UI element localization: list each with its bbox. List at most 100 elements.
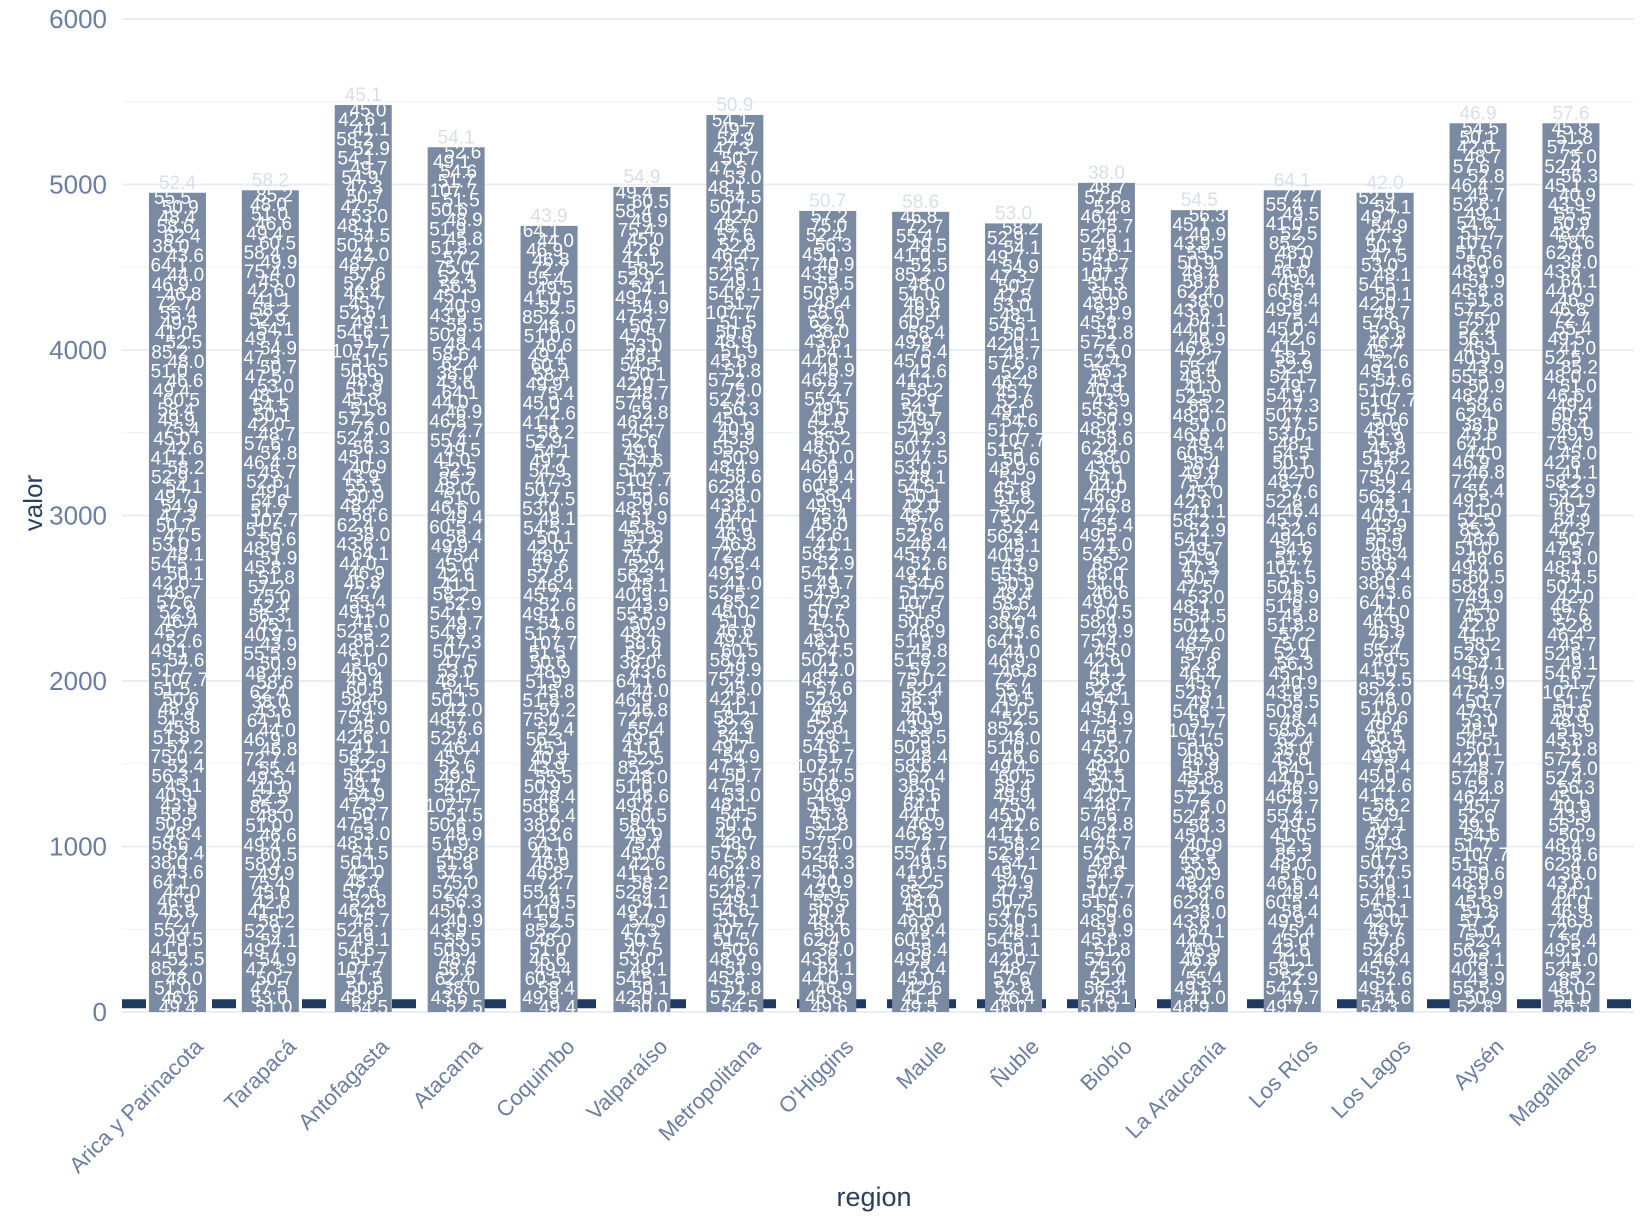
bar-segment-label: 52.5 [627, 748, 664, 769]
bar-segment-label: 58.2 [632, 873, 669, 894]
bar[interactable] [1449, 123, 1507, 1012]
bar-segment-label: 40.9 [1451, 960, 1488, 981]
bar-segment-label: 64.1 [987, 632, 1024, 653]
bar-segment-label: 58.4 [908, 323, 945, 344]
bar-segment-label: 57.2 [805, 824, 842, 845]
bar[interactable] [148, 192, 206, 1012]
bar-segment-label: 41.1 [987, 825, 1024, 846]
bar-segment-label: 51.0 [255, 998, 292, 1019]
bar-segment-label: 51.5 [1555, 692, 1592, 713]
bar-segment-label: 50.9 [1553, 214, 1590, 235]
bar-segment-label: 52.8 [1001, 363, 1038, 384]
bar-segment-label: 54.5 [724, 188, 761, 209]
bar[interactable] [1542, 123, 1600, 1012]
bar[interactable] [427, 147, 485, 1012]
bar-segment-label: 53.0 [1461, 711, 1498, 732]
bar-segment-label: 47.5 [1081, 737, 1118, 758]
bar-segment-label: 60.5 [260, 845, 297, 866]
bar-segment-label: 49.1 [433, 152, 470, 173]
bar-segment-label: 51.5 [1360, 400, 1397, 421]
bar-segment-label: 43.9 [1002, 555, 1039, 576]
bar-segment-label: 48.1 [1461, 721, 1498, 742]
bar[interactable] [985, 223, 1043, 1012]
bar-segment-label: 58.2 [167, 458, 204, 479]
bar-segment-label: 62.4 [1081, 439, 1118, 460]
bar-segment-label: 50.7 [808, 602, 845, 623]
bar-segment-label: 75.0 [254, 587, 291, 608]
bar-segment-label: 64.1 [816, 341, 853, 362]
bar-segment-label: 50.6 [1096, 901, 1133, 922]
bar-segment-label: 46.6 [716, 622, 753, 643]
bar-segment-label: 54.1 [1093, 689, 1130, 710]
bar-segment-label: 49.7 [905, 410, 942, 431]
bar[interactable] [892, 211, 950, 1012]
bar-segment-label: 57.2 [710, 988, 747, 1009]
bar[interactable] [799, 210, 857, 1013]
bar-segment-label: 64.1 [1456, 434, 1493, 455]
bar-outside-label: 46.9 [1460, 103, 1497, 124]
bar-segment-label: 107.7 [998, 430, 1046, 451]
bar-segment-label: 75.4 [1374, 757, 1411, 778]
bar-segment-label: 75.0 [523, 710, 560, 731]
bar-segment-label: 45.8 [993, 478, 1030, 499]
bar-segment-label: 52.6 [1375, 969, 1412, 990]
bar-segment-label: 50.7 [524, 480, 561, 501]
bar-segment-label: 45.8 [1451, 281, 1488, 302]
bar-segment-label: 53.0 [353, 824, 390, 845]
bar-segment-label: 52.6 [1080, 226, 1117, 247]
bar[interactable] [1170, 210, 1228, 1013]
bar-segment-label: 53.0 [894, 458, 931, 479]
bar[interactable] [1263, 190, 1321, 1013]
bar-segment-label: 46.8 [1368, 622, 1405, 643]
bar-segment-label: 41.0 [1270, 826, 1307, 847]
bar-segment-label: 48.1 [1000, 305, 1037, 326]
bar-segment-label: 60.5 [632, 192, 669, 213]
bar-segment-label: 52.9 [249, 310, 286, 331]
bar-segment-label: 45.8 [708, 969, 745, 990]
bar-segment-label: 48.1 [624, 345, 661, 366]
bar-segment-label: 51.7 [1086, 872, 1123, 893]
bar-segment-label: 54.9 [723, 747, 760, 768]
x-tick-label: Antofagasta [293, 1033, 394, 1134]
bar-segment-label: 58.6 [1268, 721, 1305, 742]
bar-segment-label: 52.9 [1559, 482, 1596, 503]
bar[interactable] [520, 225, 578, 1012]
bar[interactable] [334, 105, 392, 1012]
bar-segment-label: 52.4 [167, 757, 204, 778]
bar-segment-label: 41.1 [902, 988, 939, 1009]
bar-segment-label: 45.1 [631, 576, 668, 597]
bar-segment-label: 52.5 [1275, 835, 1312, 856]
bar-segment-label: 45.1 [1545, 176, 1582, 197]
bar-segment-label: 51.0 [443, 489, 480, 510]
bar[interactable] [241, 190, 299, 1013]
bar-segment-label: 60.5 [531, 355, 568, 376]
bar-segment-label: 49.4 [153, 381, 190, 402]
bar-segment-label: 52.9 [1189, 520, 1226, 541]
bar-segment-label: 49.9 [158, 410, 195, 431]
bar-segment-label: 47.5 [164, 525, 201, 546]
bar-segment-label: 48.1 [1278, 434, 1315, 455]
bar-segment-label: 49.7 [617, 902, 654, 923]
bar-segment-label: 55.4 [523, 883, 560, 904]
bar[interactable] [1077, 182, 1135, 1013]
bar[interactable] [613, 186, 671, 1013]
bar-segment-label: 72.7 [1185, 349, 1222, 370]
bar-segment-label: 49.7 [718, 120, 755, 141]
bar[interactable] [706, 114, 764, 1013]
bar-segment-label: 52.8 [1096, 815, 1133, 836]
bar-segment-label: 75.4 [810, 506, 847, 527]
bar-segment-label: 48.7 [714, 216, 751, 237]
bar-segment-label: 58.2 [336, 129, 373, 150]
bar-segment-label: 56.3 [1091, 361, 1128, 382]
bar-segment-label: 42.0 [721, 207, 758, 228]
bar-segment-label: 48.7 [1003, 344, 1040, 365]
bar-segment-label: 53.0 [993, 296, 1030, 317]
bar-segment-label: 51.0 [154, 978, 191, 999]
bar-segment-label: 46.4 [812, 699, 849, 720]
bar-segment-label: 45.0 [1463, 606, 1500, 627]
bar-segment-label: 54.9 [717, 130, 754, 151]
bar-segment-label: 50.9 [155, 815, 192, 836]
bar-segment-label: 45.7 [154, 622, 191, 643]
bar[interactable] [1356, 192, 1414, 1012]
bar-segment-label: 42.0 [1363, 911, 1400, 932]
